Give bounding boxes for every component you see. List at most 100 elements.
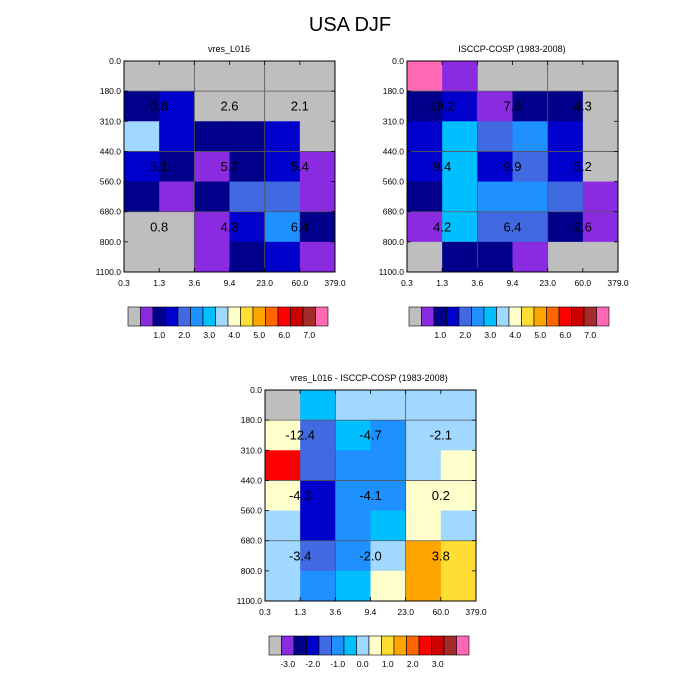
group-value-label: -2.0: [359, 548, 381, 563]
heatmap-cell: [370, 510, 407, 542]
colorbar-swatch: [368, 635, 382, 656]
group-value-label: 5.4: [291, 159, 309, 174]
colorbar-swatch: [446, 306, 460, 327]
heatmap-cell: [407, 211, 443, 243]
heatmap-cell: [442, 151, 478, 182]
colorbar-swatch: [433, 306, 447, 327]
heatmap-cell: [512, 61, 549, 92]
group-value-label: 19.2: [430, 99, 455, 114]
group-value-label: 3.8: [432, 548, 450, 563]
group-value-label: 2.6: [220, 99, 238, 114]
colorbar-swatch: [596, 306, 610, 327]
heatmap-cell: [159, 151, 195, 182]
x-tick-label: 60.0: [575, 278, 592, 288]
colorbar-swatch: [408, 306, 422, 327]
heatmap-cell: [159, 181, 195, 213]
x-tick-label: 23.0: [539, 278, 556, 288]
colorbar-swatch: [265, 306, 279, 327]
heatmap-cell: [159, 121, 195, 152]
heatmap-cell: [194, 181, 230, 213]
heatmap-cell: [264, 181, 301, 213]
heatmap-cell: [512, 211, 549, 243]
heatmap-cell: [512, 181, 549, 213]
x-tick-label: 1.3: [436, 278, 448, 288]
panel-title-vres: vres_L016: [208, 44, 250, 54]
colorbar-swatch: [290, 306, 304, 327]
colorbar-swatch: [127, 306, 141, 327]
heatmap-cell: [477, 181, 513, 213]
y-tick-label: 440.0: [383, 146, 405, 156]
y-tick-label: 1100.0: [237, 596, 263, 606]
colorbar-tick-label: 6.0: [559, 330, 571, 340]
heatmap-cell: [300, 390, 336, 421]
x-tick-label: 379.0: [465, 607, 487, 617]
colorbar-swatch: [443, 635, 457, 656]
heatmap-cell: [512, 121, 549, 152]
colorbar: 1.0 2.0 3.0 4.0 5.0 6.0 7.0: [408, 306, 610, 340]
y-tick-label: 180.0: [100, 86, 122, 96]
heatmap-cell: [442, 61, 478, 92]
heatmap-cell: [512, 91, 549, 122]
heatmap-cell: [194, 151, 230, 182]
x-tick-label: 379.0: [607, 278, 629, 288]
heatmap-cell: [335, 480, 371, 511]
colorbar-swatch: [421, 306, 435, 327]
heatmap-cell: [229, 91, 266, 122]
x-tick-label: 9.4: [365, 607, 377, 617]
heatmap-cell: [442, 211, 478, 243]
heatmap-cell: [512, 241, 549, 273]
heatmap-cell: [299, 121, 336, 152]
heatmap-cell: [512, 151, 549, 182]
heatmap-cell: [265, 540, 301, 572]
heatmap-cell: [124, 91, 160, 122]
colorbar-tick-label: 7.0: [584, 330, 596, 340]
colorbar-swatch: [140, 306, 154, 327]
x-tick-label: 1.3: [294, 607, 306, 617]
heatmap-cell: [229, 211, 266, 243]
x-tick-label: 0.3: [118, 278, 130, 288]
heatmap-cell: [264, 241, 301, 273]
heatmap-cell: [442, 121, 478, 152]
group-value-label: 0.8: [150, 99, 168, 114]
x-tick-label: 23.0: [397, 607, 414, 617]
y-tick-label: 560.0: [383, 177, 405, 187]
group-value-label: 2.1: [291, 99, 309, 114]
heatmap-cell: [582, 241, 619, 273]
colorbar-swatch: [583, 306, 597, 327]
heatmap-cell: [407, 121, 443, 152]
colorbar-swatch: [393, 635, 407, 656]
group-value-label: 0.2: [432, 488, 450, 503]
colorbar-swatch: [381, 635, 395, 656]
heatmap-cell: [229, 121, 266, 152]
heatmap-cell: [582, 181, 619, 213]
heatmap-cell: [547, 211, 584, 243]
colorbar-swatch: [190, 306, 204, 327]
heatmap-cell: [264, 121, 301, 152]
x-tick-label: 379.0: [324, 278, 346, 288]
y-tick-label: 680.0: [100, 207, 122, 217]
colorbar-swatch: [227, 306, 241, 327]
colorbar-swatch: [202, 306, 216, 327]
colorbar-swatch: [431, 635, 445, 656]
heatmap-cell: [370, 450, 407, 481]
heatmap-cell: [582, 61, 619, 92]
colorbar-swatch: [521, 306, 535, 327]
group-gridlines: [407, 61, 618, 272]
heatmap-cell: [229, 181, 266, 213]
y-tick-label: 0.0: [250, 385, 262, 395]
colorbar-swatch: [533, 306, 547, 327]
colorbar-tick-label: 2.0: [407, 659, 419, 669]
heatmap-cell: [124, 121, 160, 152]
colorbar-swatch: [571, 306, 585, 327]
heatmap-cell: [370, 390, 407, 421]
heatmap-cell: [299, 91, 336, 122]
colorbar-swatch: [306, 635, 320, 656]
colorbar-swatch: [277, 306, 291, 327]
heatmap-cell: [440, 570, 477, 602]
heatmap-cell: [440, 420, 477, 451]
group-value-label: -3.4: [289, 548, 311, 563]
heatmap-cell: [477, 151, 513, 182]
group-value-label: -4.7: [359, 428, 381, 443]
colorbar-tick-label: 5.0: [253, 330, 265, 340]
colorbar-swatch: [458, 306, 472, 327]
